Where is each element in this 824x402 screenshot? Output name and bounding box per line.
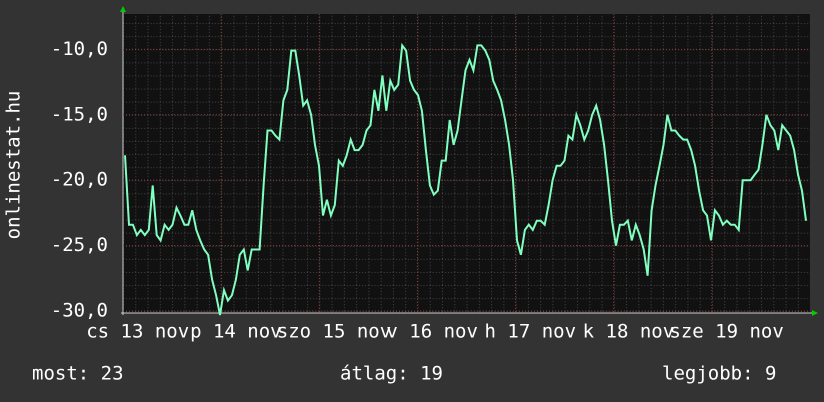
- y-tick-label: -20,0: [51, 169, 108, 191]
- x-tick-label: v 16 nov: [386, 321, 478, 343]
- minor-grid: [123, 14, 810, 313]
- data-line: [124, 42, 807, 316]
- x-arrow: [812, 310, 818, 316]
- y-arrow: [120, 6, 126, 12]
- y-tick-label: -30,0: [51, 300, 108, 322]
- x-tick-label: p 14 nov: [190, 321, 282, 343]
- x-tick-label: cs 13 nov: [86, 321, 189, 343]
- y-tick-label: -10,0: [51, 38, 108, 60]
- footer-average: átlag: 19: [340, 363, 443, 385]
- x-tick-label: szo 15 nov: [277, 321, 391, 343]
- x-tick-label: h 17 nov: [485, 321, 577, 343]
- x-tick-label: sze 19 nov: [669, 321, 783, 343]
- y-axis-label: onlinestat.hu: [3, 91, 25, 240]
- y-tick-label: -25,0: [51, 234, 108, 256]
- footer-current: most: 23: [32, 363, 124, 385]
- footer-best: legjobb: 9: [662, 363, 776, 385]
- x-tick-label: k 18 nov: [583, 321, 675, 343]
- y-tick-label: -15,0: [51, 103, 108, 125]
